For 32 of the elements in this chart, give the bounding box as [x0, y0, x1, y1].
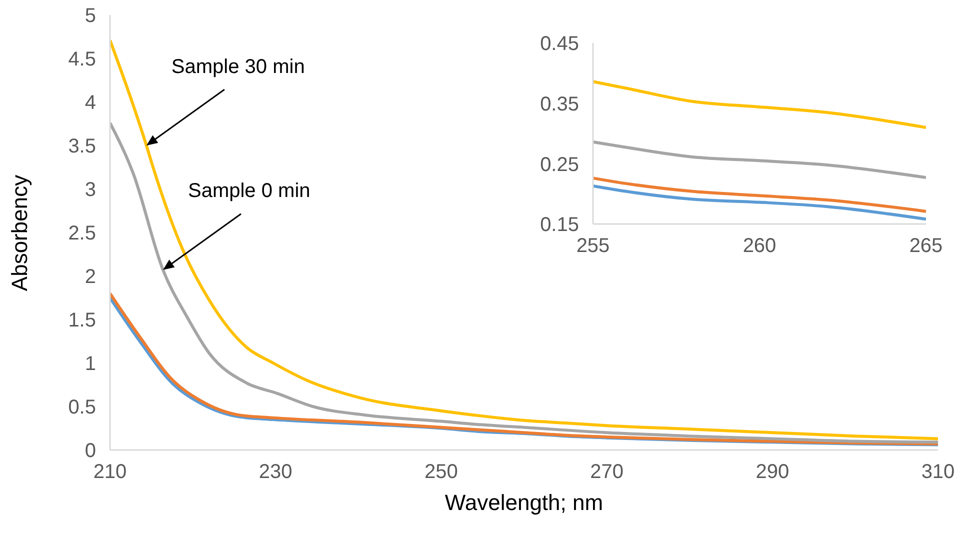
- line-series: [593, 80, 926, 129]
- y-tick-label: 3.5: [68, 136, 96, 158]
- y-tick-label: 5: [84, 5, 96, 28]
- y-tick-label: 4: [84, 92, 96, 114]
- x-tick-label: 260: [742, 235, 776, 258]
- y-tick-label: 0.35: [540, 93, 579, 116]
- x-tick-label: 270: [590, 461, 624, 484]
- y-tick-label: 1.5: [68, 310, 96, 332]
- y-tick-label: 4.5: [68, 48, 96, 71]
- x-tick-label: 255: [576, 235, 610, 258]
- y-tick-label: 2: [84, 266, 96, 288]
- y-axis-title: Absorbency: [7, 174, 33, 291]
- x-tick-label: 250: [424, 461, 458, 484]
- y-tick-label: 0.25: [540, 154, 579, 176]
- x-tick-label: 210: [93, 461, 127, 484]
- line-series: [593, 140, 926, 180]
- y-tick-label: 1: [84, 353, 96, 376]
- y-tick-label: 0.15: [540, 214, 579, 236]
- line-series: [593, 176, 926, 213]
- x-tick-label: 230: [258, 461, 292, 484]
- y-tick-label: 0: [84, 440, 96, 462]
- y-tick-label: 0.5: [68, 396, 96, 419]
- y-tick-label: 2.5: [68, 222, 96, 245]
- line-series: [593, 184, 926, 221]
- y-tick-label: 3: [84, 179, 96, 202]
- annotation: Sample 30 min: [171, 56, 305, 78]
- annotation: Sample 0 min: [188, 180, 310, 203]
- x-tick-label: 265: [909, 235, 943, 258]
- y-tick-label: 0.45: [540, 33, 579, 56]
- x-tick-label: 310: [921, 461, 955, 484]
- x-axis-title: Wavelength; nm: [444, 490, 604, 515]
- x-tick-label: 290: [756, 461, 790, 484]
